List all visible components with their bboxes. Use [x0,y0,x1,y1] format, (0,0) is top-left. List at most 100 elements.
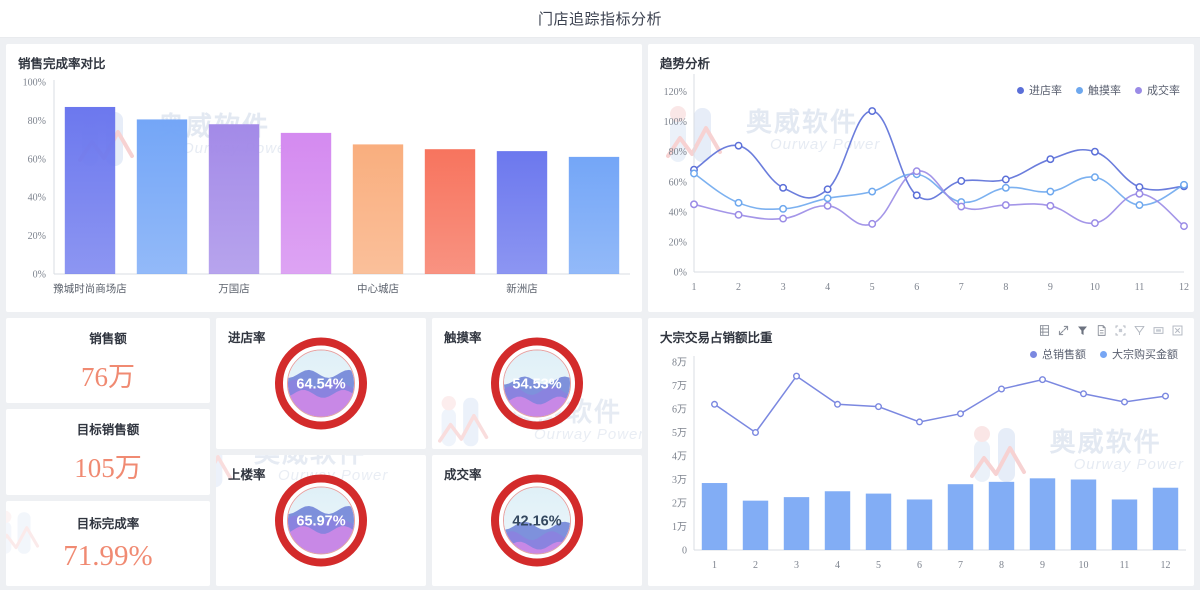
bulk-point-6[interactable] [916,418,924,426]
trend-point-成交率-5[interactable] [868,219,877,228]
liquid-gauge[interactable]: 65.97% [273,473,369,574]
bar-3[interactable] [208,124,260,275]
bulk-point-12[interactable] [1162,392,1170,400]
trend-point-触摸率-1[interactable] [690,169,698,178]
y-tick-5万: 5万 [672,428,687,439]
bulk-point-7[interactable] [957,410,965,418]
trend-point-成交率-10[interactable] [1090,219,1099,228]
bulk-bar-8[interactable] [988,481,1015,550]
bulk-bar-10[interactable] [1070,479,1097,551]
trend-point-成交率-3[interactable] [779,214,788,223]
trend-point-触摸率-8[interactable] [1001,183,1010,192]
bulk-point-4[interactable] [833,400,841,408]
save-image-icon[interactable] [1095,324,1108,337]
trend-point-触摸率-9[interactable] [1046,187,1055,196]
trend-analysis-panel: 趋势分析 奥威软件 Ourway Power [648,44,1194,312]
bulk-point-2[interactable] [751,428,759,436]
bulk-bar-5[interactable] [865,493,892,550]
trend-point-成交率-4[interactable] [823,201,832,210]
bulk-bar-2[interactable] [742,500,769,550]
x-tick-新洲店: 新洲店 [506,282,538,295]
filter-funnel-icon[interactable] [1076,324,1089,337]
liquid-gauge[interactable]: 54.53% [489,336,585,437]
trend-point-触摸率-10[interactable] [1090,173,1099,182]
gauge-outer-ring [491,337,583,430]
trend-point-成交率-8[interactable] [1001,201,1010,210]
trend-point-进店率-11[interactable] [1135,183,1144,191]
trend-point-触摸率-3[interactable] [779,204,788,213]
trend-point-进店率-8[interactable] [1001,175,1010,184]
trend-point-进店率-7[interactable] [957,177,966,185]
y-tick-20%: 20% [28,231,46,242]
liquid-gauge[interactable]: 42.16% [489,473,585,574]
bulk-point-1[interactable] [711,400,719,408]
bulk-bar-9[interactable] [1029,478,1056,550]
x-tick-10: 10 [1090,282,1100,293]
restore-icon[interactable] [1152,324,1165,337]
trend-point-触摸率-2[interactable] [734,198,743,207]
legend-item-成交率[interactable]: 成交率 [1135,82,1180,98]
y-tick-7万: 7万 [672,381,687,392]
bar-5[interactable] [352,144,404,274]
trend-point-触摸率-4[interactable] [823,194,832,203]
bulk-bar-4[interactable] [824,491,851,550]
trend-point-触摸率-5[interactable] [868,187,877,196]
trend-point-进店率-4[interactable] [823,185,832,194]
bulk-bar-12[interactable] [1152,487,1179,550]
bulk-point-9[interactable] [1039,376,1047,384]
close-icon[interactable] [1171,324,1184,337]
legend-label: 进店率 [1029,85,1062,97]
bulk-point-3[interactable] [792,372,800,380]
trend-point-进店率-10[interactable] [1090,147,1099,156]
legend-item-触摸率[interactable]: 触摸率 [1076,82,1121,98]
trend-point-触摸率-12[interactable] [1180,180,1188,189]
trend-point-进店率-6[interactable] [912,191,921,200]
bulk-bar-7[interactable] [947,484,974,550]
legend-item-总销售额[interactable]: 总销售额 [1030,346,1086,362]
x-tick-10: 10 [1079,560,1089,571]
legend-item-大宗购买金额[interactable]: 大宗购买金额 [1100,346,1178,362]
trend-point-成交率-6[interactable] [912,167,921,176]
bulk-point-5[interactable] [874,403,882,411]
legend-item-进店率[interactable]: 进店率 [1017,82,1062,98]
trend-point-成交率-12[interactable] [1180,222,1188,231]
bar-2[interactable] [136,119,188,274]
trend-point-进店率-2[interactable] [734,141,743,150]
trend-point-进店率-3[interactable] [779,183,788,192]
bar-6[interactable] [424,149,476,274]
trend-point-成交率-9[interactable] [1046,201,1055,210]
trend-point-成交率-1[interactable] [690,200,698,209]
bulk-point-10[interactable] [1080,390,1088,398]
trend-point-成交率-2[interactable] [734,210,743,219]
liquid-gauge[interactable]: 64.54% [273,336,369,437]
gauge-value: 64.54% [296,377,345,393]
trend-point-进店率-5[interactable] [868,107,877,116]
gauge-title: 成交率 [444,468,482,482]
bulk-legend[interactable]: 总销售额 大宗购买金额 [1030,346,1178,362]
y-tick-80%: 80% [669,147,687,158]
kpi-card-3: 目标完成率 71.99% [6,500,210,586]
bar-8[interactable] [568,156,620,274]
chart-toolbox[interactable] [1038,324,1184,337]
trend-point-进店率-9[interactable] [1046,155,1055,164]
bar-1[interactable] [64,106,116,275]
trend-legend[interactable]: 进店率 触摸率 成交率 [1017,82,1180,98]
kpi-value: 71.99% [63,540,153,573]
bulk-bar-6[interactable] [906,499,933,550]
trend-point-触摸率-11[interactable] [1135,201,1144,210]
lasso-select-icon[interactable] [1133,324,1146,337]
bar-7[interactable] [496,151,548,274]
bulk-point-11[interactable] [1121,398,1129,406]
bulk-bar-3[interactable] [783,497,810,550]
trend-point-成交率-11[interactable] [1135,189,1144,198]
x-tick-2: 2 [753,560,758,571]
zoom-area-icon[interactable] [1114,324,1127,337]
trend-point-成交率-7[interactable] [957,202,966,211]
expand-arrows-icon[interactable] [1057,324,1070,337]
bulk-bar-1[interactable] [701,483,728,550]
bulk-bar-11[interactable] [1111,499,1138,550]
y-tick-60%: 60% [669,177,687,188]
data-view-icon[interactable] [1038,324,1051,337]
bulk-point-8[interactable] [998,385,1006,393]
bar-4[interactable] [280,132,332,274]
